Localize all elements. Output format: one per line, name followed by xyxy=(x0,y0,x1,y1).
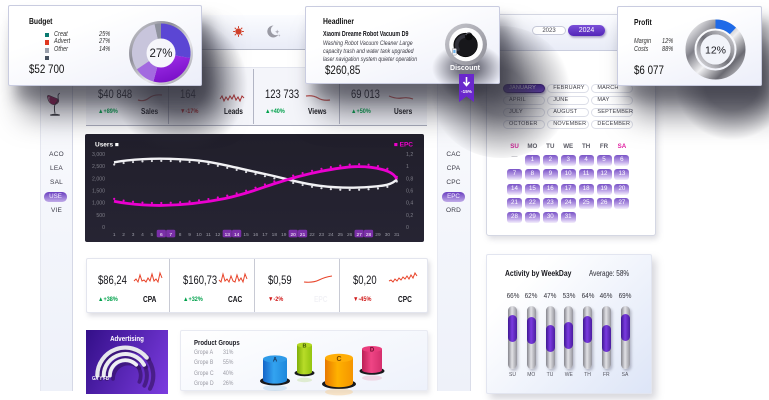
svg-text:27%: 27% xyxy=(149,48,172,60)
svg-text:2,000: 2,000 xyxy=(92,176,105,182)
svg-text:6: 6 xyxy=(160,232,163,238)
svg-text:24: 24 xyxy=(328,232,334,238)
svg-text:9: 9 xyxy=(188,232,191,238)
svg-text:1,2: 1,2 xyxy=(406,152,413,158)
svg-text:30: 30 xyxy=(385,232,391,238)
svg-text:3: 3 xyxy=(132,232,135,238)
svg-text:21: 21 xyxy=(300,232,306,238)
svg-text:A: A xyxy=(273,358,278,364)
svg-text:D: D xyxy=(370,348,375,354)
svg-text:8: 8 xyxy=(179,232,182,238)
svg-text:0: 0 xyxy=(406,225,409,231)
svg-text:3,000: 3,000 xyxy=(92,152,105,158)
svg-text:1,500: 1,500 xyxy=(92,189,105,195)
svg-text:17: 17 xyxy=(262,232,268,238)
svg-text:12%: 12% xyxy=(705,45,726,57)
svg-text:19: 19 xyxy=(281,232,287,238)
svg-text:C: C xyxy=(336,356,341,363)
svg-text:1: 1 xyxy=(113,232,116,238)
svg-text:7: 7 xyxy=(169,232,172,238)
svg-text:Users ■: Users ■ xyxy=(95,142,119,149)
svg-text:13: 13 xyxy=(225,232,231,238)
svg-text:1: 1 xyxy=(406,164,409,170)
svg-text:25: 25 xyxy=(338,232,344,238)
svg-text:18: 18 xyxy=(272,232,278,238)
svg-text:0,4: 0,4 xyxy=(406,201,413,207)
svg-text:22: 22 xyxy=(309,232,315,238)
svg-text:10: 10 xyxy=(196,232,202,238)
svg-text:4: 4 xyxy=(141,232,144,238)
svg-text:27: 27 xyxy=(356,232,362,238)
svg-text:28: 28 xyxy=(366,232,372,238)
svg-text:0,6: 0,6 xyxy=(406,189,413,195)
svg-text:0,8: 0,8 xyxy=(406,176,413,182)
svg-text:23: 23 xyxy=(319,232,325,238)
svg-text:2: 2 xyxy=(122,232,125,238)
svg-text:15: 15 xyxy=(243,232,249,238)
svg-text:2,500: 2,500 xyxy=(92,164,105,170)
svg-text:29: 29 xyxy=(375,232,381,238)
svg-text:5: 5 xyxy=(151,232,154,238)
svg-text:0: 0 xyxy=(102,225,105,231)
svg-text:B: B xyxy=(303,344,307,350)
svg-text:26: 26 xyxy=(347,232,353,238)
svg-text:0,2: 0,2 xyxy=(406,213,413,219)
svg-text:14: 14 xyxy=(234,232,240,238)
svg-text:1,000: 1,000 xyxy=(92,201,105,207)
svg-text:16: 16 xyxy=(253,232,259,238)
svg-text:31: 31 xyxy=(394,232,400,238)
svg-text:500: 500 xyxy=(96,213,105,219)
svg-text:11: 11 xyxy=(206,232,211,238)
svg-text:■ EPC: ■ EPC xyxy=(394,142,413,149)
svg-text:12: 12 xyxy=(215,232,221,238)
svg-text:-15%: -15% xyxy=(461,89,472,94)
svg-text:20: 20 xyxy=(291,232,297,238)
